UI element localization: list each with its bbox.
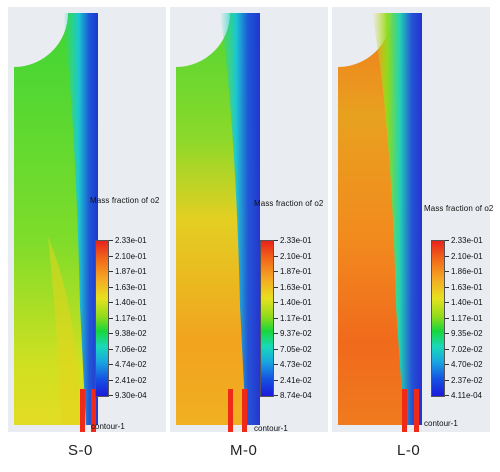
tick-label: 1.40e-01 xyxy=(115,298,147,307)
colorbar-gradient xyxy=(95,240,109,397)
tick-label: 1.63e-01 xyxy=(280,282,312,292)
tick-label: 4.70e-02 xyxy=(451,360,483,369)
tick-label: 4.73e-02 xyxy=(280,360,312,369)
colorbar-tick xyxy=(109,379,113,381)
colorbar-tick xyxy=(109,317,113,319)
colorbar-tick xyxy=(274,395,278,396)
tick-label: 1.17e-01 xyxy=(280,313,312,323)
colorbar-tick xyxy=(109,364,113,365)
tick-label: 9.30e-04 xyxy=(115,391,147,400)
colorbar-tick xyxy=(445,348,449,350)
contour-plot-m0 xyxy=(176,13,260,432)
tick-label: 2.10e-01 xyxy=(451,251,483,261)
tick-label: 7.05e-02 xyxy=(280,344,312,354)
contour-label: contour-1 xyxy=(91,422,125,431)
tick-label: 2.41e-02 xyxy=(280,375,312,385)
warm-zone xyxy=(48,237,80,425)
oxidizer-jet xyxy=(372,13,422,425)
colorbar-tick xyxy=(274,302,278,303)
tick-label: 1.87e-01 xyxy=(280,267,312,276)
tick-label: 2.41e-02 xyxy=(115,375,147,385)
colorbar-ticks xyxy=(445,240,449,397)
contour-panel-s0: Mass fraction of o2 2.33e-01 2.10e-01 1.… xyxy=(8,7,166,432)
case-label-l0: L-0 xyxy=(397,442,421,459)
legend-title: Mass fraction of o2 xyxy=(90,196,160,205)
colorbar-tick xyxy=(274,379,278,381)
tick-label: 1.63e-01 xyxy=(451,282,483,292)
colorbar-tick xyxy=(274,364,278,365)
colorbar-tick xyxy=(445,240,449,241)
tick-label: 1.40e-01 xyxy=(280,298,312,307)
contour-plot-s0 xyxy=(14,13,98,432)
tick-label: 1.17e-01 xyxy=(451,313,483,323)
tick-label: 9.37e-02 xyxy=(280,329,312,338)
colorbar-tick xyxy=(445,333,449,334)
tick-label: 2.33e-01 xyxy=(115,236,147,245)
tick-label: 2.37e-02 xyxy=(451,375,483,385)
colorbar-tick xyxy=(274,240,278,241)
tick-label: 2.10e-01 xyxy=(280,251,312,261)
inlet-right xyxy=(91,389,96,432)
tick-label: 7.06e-02 xyxy=(115,344,147,354)
tick-label: 2.33e-01 xyxy=(280,236,312,245)
colorbar-tick xyxy=(445,395,449,396)
colorbar-tick xyxy=(274,333,278,334)
tick-label: 1.87e-01 xyxy=(115,267,147,276)
colorbar-tick xyxy=(109,240,113,241)
colorbar-gradient xyxy=(431,240,445,397)
colorbar-tick xyxy=(109,286,113,288)
colorbar-tick xyxy=(445,302,449,303)
tick-label: 9.35e-02 xyxy=(451,329,483,338)
contour-label: contour-1 xyxy=(254,424,288,433)
contour-label: contour-1 xyxy=(424,419,458,428)
colorbar-tick xyxy=(445,286,449,288)
colorbar-tick xyxy=(109,395,113,396)
colorbar-tick xyxy=(445,255,449,257)
contour-panel-m0: Mass fraction of o2 2.33e-01 2.10e-01 1.… xyxy=(170,7,328,433)
tick-label: 7.02e-02 xyxy=(451,344,483,354)
colorbar-tick xyxy=(274,317,278,319)
inlet-right xyxy=(414,389,419,432)
colorbar-tick xyxy=(445,271,449,272)
tick-label: 4.74e-02 xyxy=(115,360,147,369)
tick-label: 4.11e-04 xyxy=(451,391,482,400)
inlet-left xyxy=(80,389,85,432)
inlet-left xyxy=(228,389,233,432)
tick-label: 1.86e-01 xyxy=(451,267,483,276)
colorbar-tick xyxy=(445,379,449,381)
tick-label: 9.38e-02 xyxy=(115,329,147,338)
colorbar-tick xyxy=(109,333,113,334)
contour-panel-l0: Mass fraction of o2 2.33e-01 2.10e-01 1.… xyxy=(332,7,493,432)
colorbar-tick xyxy=(109,271,113,272)
case-label-m0: M-0 xyxy=(230,442,258,459)
colorbar-ticks xyxy=(109,240,113,397)
colorbar-tick xyxy=(109,255,113,257)
colorbar-tick xyxy=(274,348,278,350)
colorbar-tick xyxy=(445,364,449,365)
legend-title: Mass fraction of o2 xyxy=(254,199,324,208)
colorbar-tick xyxy=(274,286,278,288)
tick-label: 1.17e-01 xyxy=(115,313,147,323)
oxidizer-jet xyxy=(63,13,98,425)
tick-label: 1.40e-01 xyxy=(451,298,483,307)
legend-title: Mass fraction of o2 xyxy=(424,204,494,213)
colorbar-tick xyxy=(274,271,278,272)
tick-label: 2.10e-01 xyxy=(115,251,147,261)
inlet-left xyxy=(402,389,407,432)
case-label-s0: S-0 xyxy=(68,442,93,459)
colorbar-tick xyxy=(109,348,113,350)
oxidizer-jet xyxy=(220,13,260,425)
colorbar-ticks xyxy=(274,240,278,397)
colorbar-gradient xyxy=(260,240,274,397)
contour-plot-l0 xyxy=(338,13,422,432)
inlet-right xyxy=(242,389,247,432)
colorbar-tick xyxy=(109,302,113,303)
tick-label: 8.74e-04 xyxy=(280,391,312,400)
tick-label: 1.63e-01 xyxy=(115,282,147,292)
tick-label: 2.33e-01 xyxy=(451,236,483,245)
colorbar-tick xyxy=(274,255,278,257)
colorbar-tick xyxy=(445,317,449,319)
